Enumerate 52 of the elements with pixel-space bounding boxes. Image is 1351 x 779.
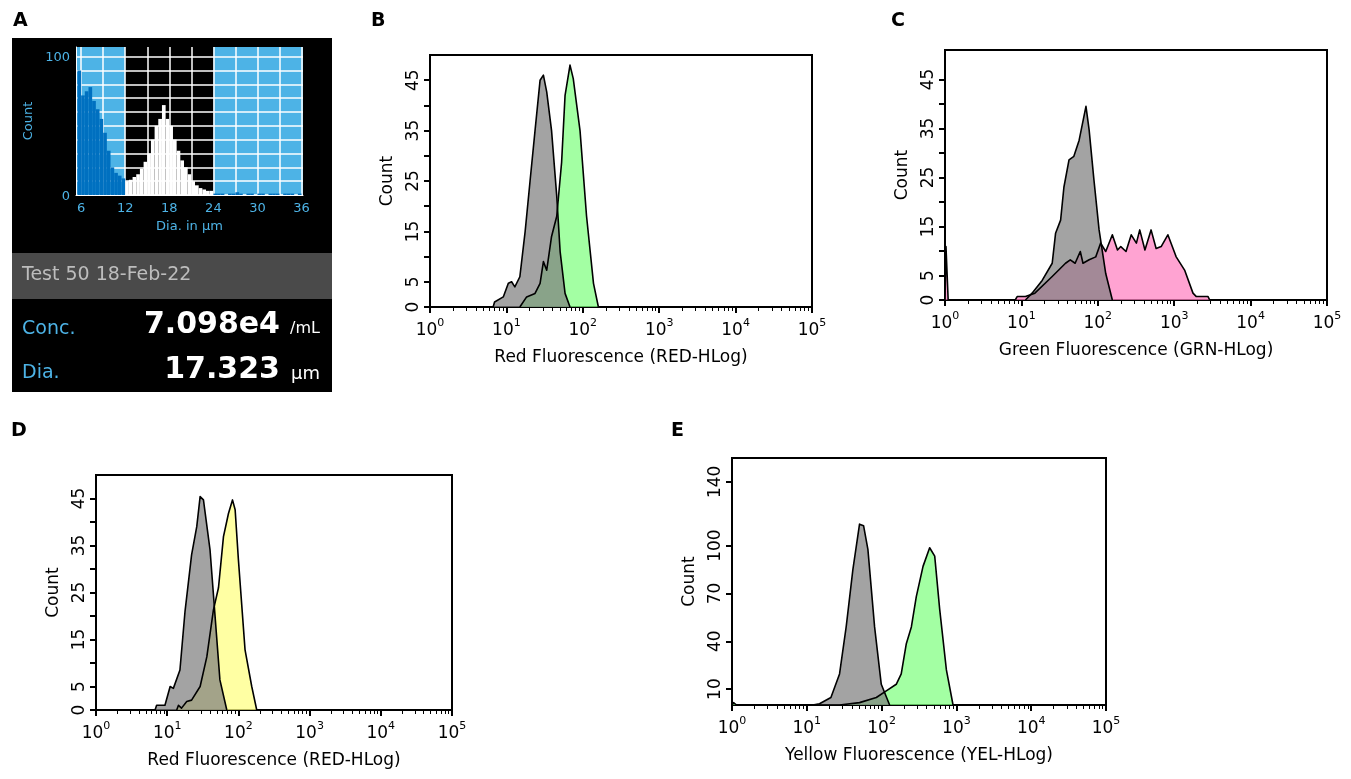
- y-tick-label: 15: [67, 628, 88, 651]
- y-tick-label: 0: [67, 704, 88, 716]
- y-axis-title: Count: [677, 555, 698, 607]
- text: /mL: [290, 318, 320, 338]
- y-axis-title: Count: [41, 566, 62, 618]
- x-axis-title: Red Fluorescence (RED-HLog): [494, 345, 748, 366]
- x-axis-title: Red Fluorescence (RED-HLog): [147, 748, 401, 769]
- chart-title: B: [371, 7, 386, 30]
- y-tick-label: 40: [703, 630, 724, 653]
- y-tick-label: 5: [916, 270, 937, 281]
- x-tick-label: 24: [205, 200, 222, 215]
- y-tick-label: 35: [67, 534, 88, 557]
- y-tick-label: 70: [703, 582, 724, 605]
- y-tick-label: 25: [401, 170, 422, 192]
- x-tick-label: 6: [77, 200, 86, 215]
- y-tick-label: 0: [916, 294, 937, 306]
- x-axis-title: Yellow Fluorescence (YEL-HLog): [784, 743, 1053, 764]
- text: µm: [291, 362, 320, 384]
- y-tick-label: 10: [703, 678, 724, 700]
- x-axis-title: Green Fluorescence (GRN-HLog): [998, 338, 1274, 359]
- chart-title: C: [891, 7, 905, 30]
- text: Conc.: [22, 316, 76, 339]
- x-tick-label: 30: [249, 200, 266, 215]
- y-axis-title: Count: [375, 155, 396, 207]
- y-tick-label: 100: [703, 529, 724, 562]
- y-tick-label: 5: [67, 681, 88, 692]
- y-tick-label: 0: [61, 187, 70, 203]
- y-tick-label: 35: [916, 117, 937, 140]
- y-tick-label: 15: [916, 215, 937, 238]
- x-tick-label: 18: [161, 200, 178, 215]
- y-tick-label: 25: [916, 166, 937, 189]
- chart-title: D: [11, 417, 27, 440]
- text: Dia.: [22, 360, 60, 383]
- x-tick-label: 36: [293, 200, 310, 215]
- y-tick-label: 15: [401, 220, 422, 243]
- chart-title: A: [13, 7, 28, 30]
- y-tick-label: 35: [401, 119, 422, 142]
- text: 17.323: [164, 350, 280, 386]
- y-tick-label: 45: [401, 69, 422, 92]
- text: 7.098e4: [143, 305, 280, 341]
- y-tick-label: 25: [67, 581, 88, 604]
- y-axis-title: Count: [890, 149, 911, 201]
- y-axis-title: Count: [20, 101, 36, 141]
- y-tick-label: 5: [401, 276, 422, 288]
- y-tick-label: 45: [916, 68, 937, 91]
- text: Test 50 18-Feb-22: [22, 262, 192, 285]
- x-axis-title: Dia. in µm: [156, 217, 223, 233]
- y-tick-label: 0: [401, 301, 422, 313]
- y-tick-label: 45: [67, 487, 88, 510]
- chart-title: E: [671, 417, 684, 440]
- x-tick-label: 12: [116, 200, 134, 215]
- y-tick-label: 140: [703, 465, 724, 499]
